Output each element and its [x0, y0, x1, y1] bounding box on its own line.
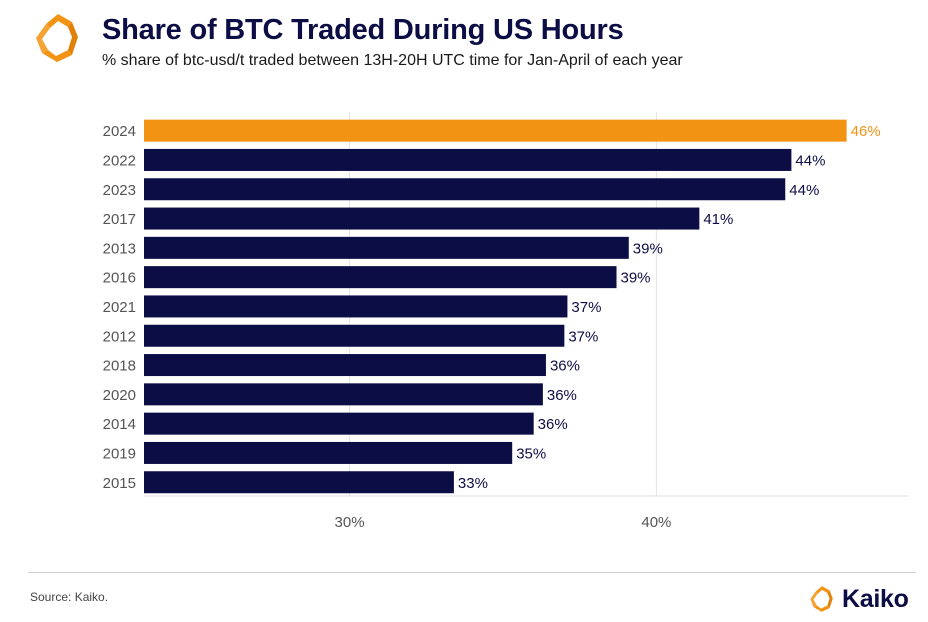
category-label: 2020 — [103, 387, 136, 404]
category-label: 2012 — [103, 328, 136, 345]
data-label: 41% — [703, 211, 733, 228]
chart-title: Share of BTC Traded During US Hours — [102, 14, 624, 46]
brand-logo: Kaiko — [806, 584, 909, 614]
bar — [144, 148, 792, 171]
x-tick-label: 30% — [335, 514, 365, 531]
bar — [144, 412, 534, 435]
footer-divider — [28, 572, 916, 573]
data-label: 36% — [538, 416, 568, 433]
source-note: Source: Kaiko. — [30, 590, 109, 604]
bar — [144, 324, 565, 347]
category-label: 2022 — [103, 152, 136, 169]
data-label: 37% — [571, 299, 601, 316]
category-label: 2021 — [103, 299, 136, 316]
bar — [144, 441, 513, 464]
data-label: 37% — [568, 328, 598, 345]
brand-name: Kaiko — [842, 584, 909, 613]
data-label: 39% — [633, 240, 663, 257]
bar — [144, 236, 629, 259]
kaiko-logo-icon — [36, 14, 78, 62]
bar — [144, 266, 617, 289]
category-label: 2017 — [103, 211, 136, 228]
bar — [144, 207, 700, 230]
category-label: 2015 — [103, 475, 136, 492]
kaiko-logo-icon — [810, 586, 833, 612]
data-label: 33% — [458, 475, 488, 492]
data-label: 36% — [547, 387, 577, 404]
category-label: 2019 — [103, 445, 136, 462]
category-label: 2023 — [103, 182, 136, 199]
bar — [144, 119, 847, 142]
bar — [144, 383, 543, 406]
data-label: 39% — [621, 270, 651, 287]
data-label: 46% — [851, 123, 881, 140]
x-tick-label: 40% — [641, 514, 671, 531]
chart-subtitle: % share of btc-usd/t traded between 13H-… — [102, 52, 683, 69]
bar — [144, 295, 568, 318]
data-label: 36% — [550, 358, 580, 375]
data-label: 35% — [516, 445, 546, 462]
bar-chart: 30% 40% 2024 46% 2022 44% 2023 44% 2017 41% 2013 39… — [103, 112, 908, 531]
category-label: 2024 — [103, 123, 136, 140]
bar — [144, 471, 454, 494]
category-label: 2016 — [103, 270, 136, 287]
bar — [144, 354, 546, 377]
category-label: 2013 — [103, 240, 136, 257]
data-label: 44% — [789, 182, 819, 199]
bar — [144, 178, 786, 201]
category-label: 2018 — [103, 358, 136, 375]
data-label: 44% — [795, 152, 825, 169]
category-label: 2014 — [103, 416, 136, 433]
